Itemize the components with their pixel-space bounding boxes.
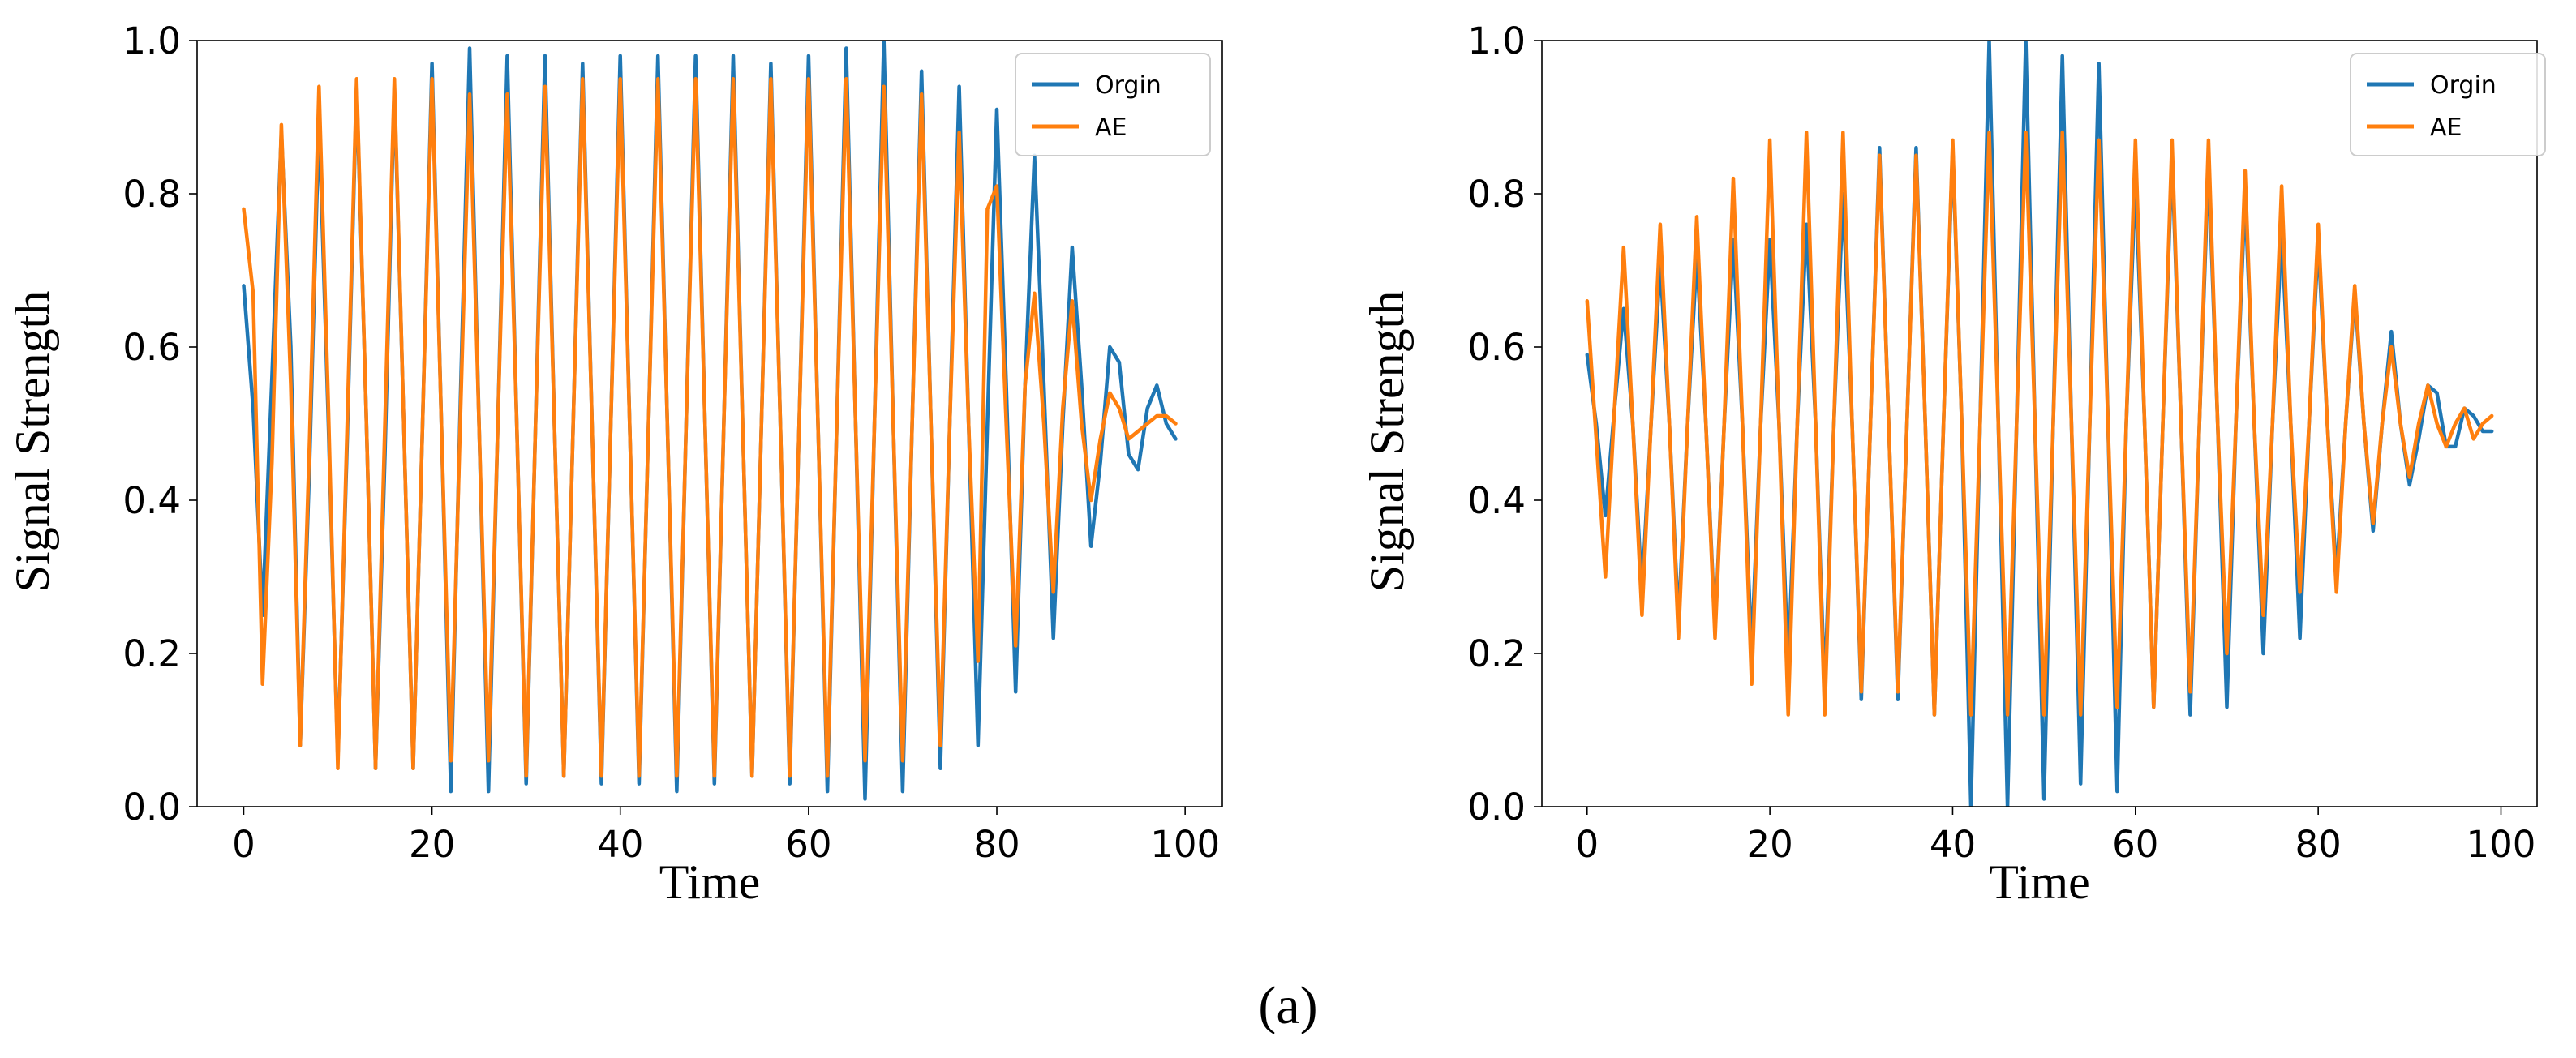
x-tick-label: 40 [1930,823,1976,866]
y-tick-label: 0.2 [122,632,181,675]
legend-label-ae: AE [2430,114,2462,142]
x-tick-label: 0 [232,823,255,866]
y-tick-label: 0.0 [122,786,181,829]
chart-right: 0 20 40 60 80 100 0.0 0.2 0.4 0.6 0.8 1.0 Time Signal… [1360,19,2546,909]
y-tick-label: 0.4 [1467,479,1526,522]
y-tick-label: 0.6 [1467,326,1526,369]
legend-box [2350,53,2546,156]
x-axis-label: Time [659,855,761,909]
axes-frame [196,40,1223,807]
x-tick-label: 100 [1150,823,1220,866]
x-tick-label: 0 [1575,823,1599,866]
series-line-ae [242,77,1178,778]
plot-area [242,41,1178,801]
y-tick-label: 0.8 [1467,173,1526,216]
x-tick-label: 80 [2295,823,2342,866]
x-tick-label: 40 [597,823,643,866]
legend-label-orgin: Orgin [1095,71,1161,100]
chart-left: 0 20 40 60 80 100 0.0 0.2 0.4 0.6 0.8 1.0 Time Signal… [6,19,1223,909]
legend: Orgin AE [2350,53,2546,156]
legend: Orgin AE [1015,53,1211,156]
x-tick-label: 20 [409,823,455,866]
x-tick-label: 20 [1746,823,1792,866]
y-tick-label: 0.2 [1467,632,1526,675]
legend-label-orgin: Orgin [2430,71,2497,100]
axes-frame [1541,40,2538,807]
legend-box [1015,53,1211,156]
x-axis-label: Time [1989,855,2090,909]
y-tick-label: 1.0 [122,19,181,62]
x-tick-label: 100 [2467,823,2536,866]
y-tick-label: 1.0 [1467,19,1526,62]
y-axis-label: Signal Strength [6,291,59,593]
y-tick-label: 0.6 [122,326,181,369]
figure-caption: (a) [1258,976,1317,1035]
x-tick-label: 80 [973,823,1020,866]
y-tick-label: 0.8 [122,173,181,216]
legend-label-ae: AE [1095,114,1127,142]
plot-area [1585,41,2494,807]
series-line-ae [1585,131,2494,717]
y-axis-label: Signal Strength [1360,291,1414,593]
x-tick-label: 60 [2112,823,2158,866]
x-tick-label: 60 [785,823,831,866]
y-tick-label: 0.0 [1467,786,1526,829]
y-tick-label: 0.4 [122,479,181,522]
